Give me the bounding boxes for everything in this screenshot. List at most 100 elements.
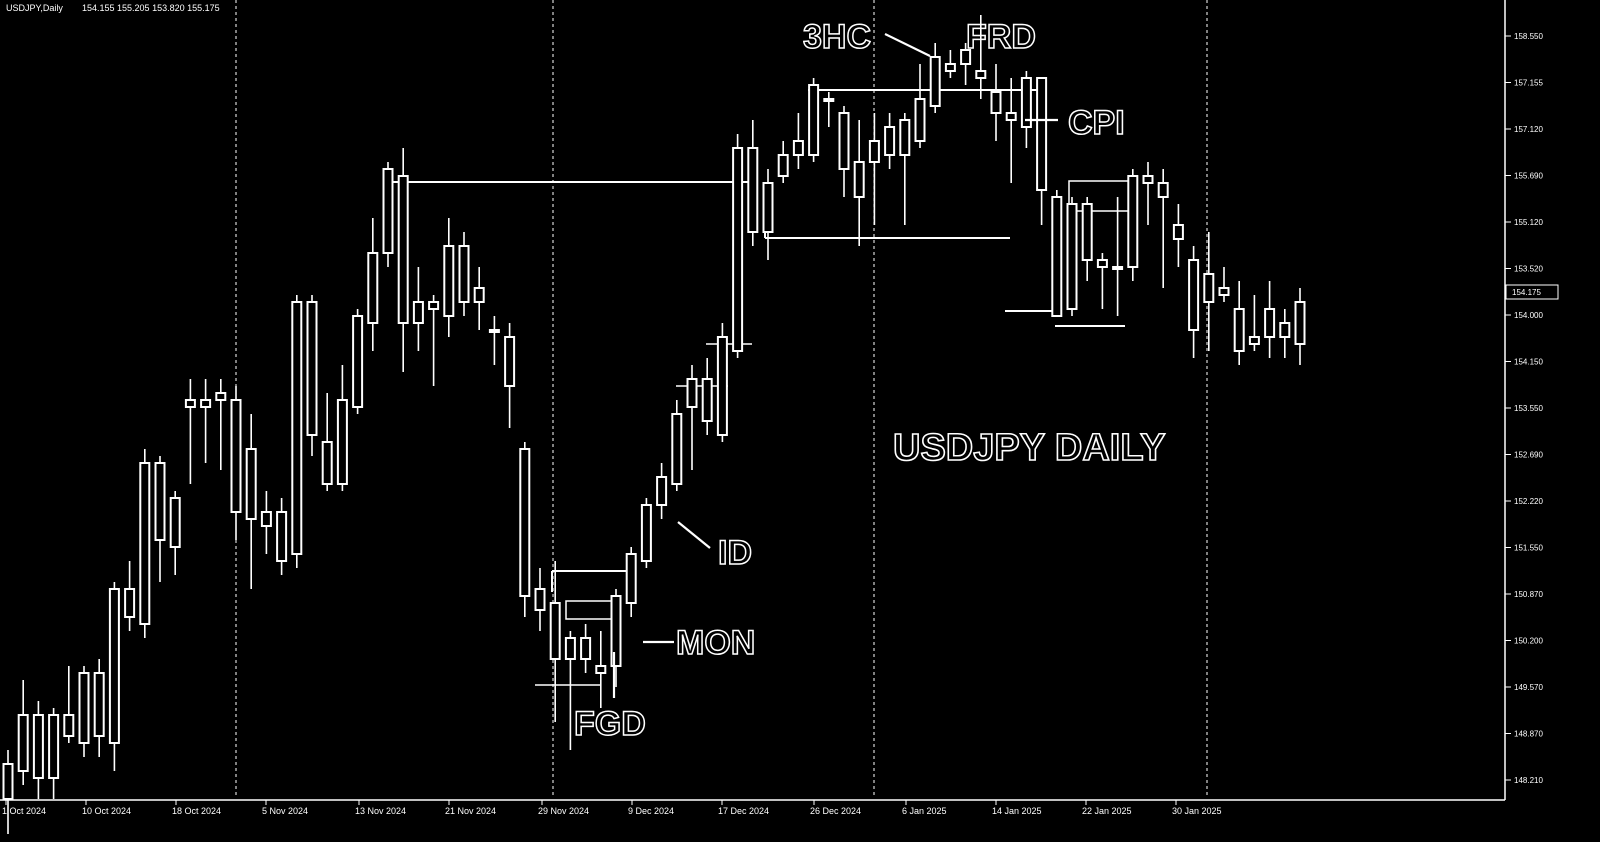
price-tick-label: 148.870 xyxy=(1514,730,1543,739)
candle-body xyxy=(1036,77,1048,191)
price-tick-label: 154.000 xyxy=(1514,311,1543,320)
candle-body xyxy=(1248,336,1260,345)
candle-body xyxy=(732,147,744,352)
candle-body xyxy=(336,399,348,485)
candle-body xyxy=(367,252,379,324)
candle-body xyxy=(990,91,1002,114)
pointer-3hc xyxy=(884,33,931,57)
candle-body xyxy=(276,511,288,562)
price-tick-label: 149.570 xyxy=(1514,683,1543,692)
candle-body xyxy=(17,714,29,772)
price-tick-label: 158.550 xyxy=(1514,32,1543,41)
candle-body xyxy=(215,392,227,401)
price-tick-label: 154.150 xyxy=(1514,358,1543,367)
price-tick-label: 150.870 xyxy=(1514,590,1543,599)
candle-body xyxy=(777,154,789,177)
candle-body xyxy=(701,378,713,422)
candle-body xyxy=(488,329,500,333)
candle-body xyxy=(1294,301,1306,345)
candle-body xyxy=(1279,322,1291,338)
candle-body xyxy=(1264,308,1276,338)
date-tick-label: 9 Dec 2024 xyxy=(628,806,674,816)
candle-body xyxy=(2,763,14,800)
date-tick-label: 17 Dec 2024 xyxy=(718,806,769,816)
candle-body xyxy=(671,413,683,485)
candle-body xyxy=(291,301,303,555)
candle-body xyxy=(1188,259,1200,331)
current-price-tag xyxy=(1505,284,1559,300)
date-tick-label: 13 Nov 2024 xyxy=(355,806,406,816)
candle-body xyxy=(78,672,90,744)
candle-body xyxy=(443,245,455,317)
price-tick-label: 153.520 xyxy=(1514,265,1543,274)
date-tick-label: 26 Dec 2024 xyxy=(810,806,861,816)
candle-body xyxy=(640,504,652,562)
candle-body xyxy=(1233,308,1245,352)
date-tick-label: 21 Nov 2024 xyxy=(445,806,496,816)
annotation-cpi: CPI xyxy=(1068,104,1125,142)
candle-body xyxy=(580,637,592,660)
candle-body xyxy=(504,336,516,387)
candle-body xyxy=(184,399,196,408)
price-tick-label: 157.120 xyxy=(1514,125,1543,134)
date-tick-label: 1 Oct 2024 xyxy=(2,806,46,816)
candle-body xyxy=(108,588,120,744)
candle-body xyxy=(230,399,242,513)
candle-body xyxy=(306,301,318,436)
candle-body xyxy=(853,161,865,198)
annotation-frd: FRD xyxy=(966,18,1036,56)
candle-body xyxy=(1005,112,1017,121)
candle-body xyxy=(868,140,880,163)
candle-body xyxy=(929,56,941,107)
candle-body xyxy=(1172,224,1184,240)
candle-body xyxy=(1112,266,1124,270)
price-tick-label: 152.220 xyxy=(1514,497,1543,506)
date-tick-label: 14 Jan 2025 xyxy=(992,806,1042,816)
candle-body xyxy=(260,511,272,527)
annotation-3hc: 3HC xyxy=(803,18,871,56)
candle-body xyxy=(1142,175,1154,184)
candle-body xyxy=(960,49,972,65)
date-tick-label: 6 Jan 2025 xyxy=(902,806,947,816)
symbol-header: USDJPY,Daily xyxy=(6,3,63,13)
candle-body xyxy=(169,497,181,548)
ohlc-header: 154.155 155.205 153.820 155.175 xyxy=(82,3,220,13)
annotation-id: ID xyxy=(718,534,752,572)
candle-body xyxy=(823,98,835,102)
candle-body xyxy=(686,378,698,408)
annotation-mon: MON xyxy=(676,624,755,662)
candle-body xyxy=(564,637,576,660)
candle-body xyxy=(352,315,364,408)
candle-body xyxy=(838,112,850,170)
candle-body xyxy=(154,462,166,541)
level-lines xyxy=(384,89,1137,686)
price-tick-label: 148.210 xyxy=(1514,776,1543,785)
price-tick-label: 151.550 xyxy=(1514,544,1543,553)
candle-body xyxy=(610,595,622,667)
candle-body xyxy=(428,301,440,310)
candle-body xyxy=(914,98,926,142)
candle-body xyxy=(549,602,561,660)
candle-body xyxy=(1051,196,1063,317)
candle-body xyxy=(124,588,136,618)
date-tick-label: 18 Oct 2024 xyxy=(172,806,221,816)
current-price-label: 154.175 xyxy=(1512,288,1541,297)
candle-body xyxy=(93,672,105,737)
candle-body xyxy=(519,448,531,597)
candle-body xyxy=(534,588,546,611)
price-tick-label: 153.550 xyxy=(1514,404,1543,413)
candle-body xyxy=(595,665,607,674)
candle-body xyxy=(1081,203,1093,261)
candle-body xyxy=(1096,259,1108,268)
candle-body xyxy=(1127,175,1139,268)
candle-body xyxy=(792,140,804,156)
candle-body xyxy=(625,553,637,604)
candle-body xyxy=(397,175,409,324)
candle-body xyxy=(747,147,759,233)
candle-body xyxy=(762,182,774,233)
candle-body xyxy=(1157,182,1169,198)
price-tick-label: 152.690 xyxy=(1514,451,1543,460)
price-tick-label: 155.690 xyxy=(1514,172,1543,181)
